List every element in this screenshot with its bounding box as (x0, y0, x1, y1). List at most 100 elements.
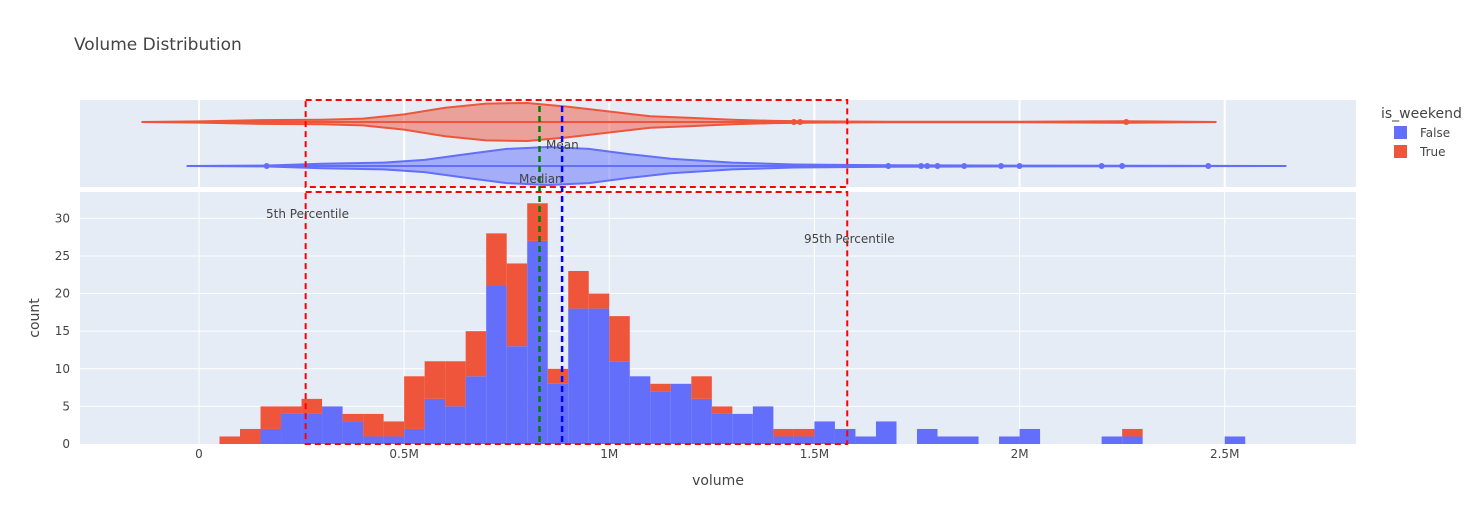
x-tick-label: 2M (1011, 447, 1029, 461)
histogram-plot-background (80, 192, 1356, 444)
legend-title: is_weekend (1381, 106, 1462, 122)
histogram-bar-false[interactable] (834, 428, 856, 444)
histogram-bar-true[interactable] (568, 270, 589, 309)
histogram-bar-true[interactable] (691, 376, 712, 399)
histogram-bar-false[interactable] (958, 436, 979, 444)
histogram-bar-false[interactable] (814, 421, 835, 444)
histogram-bar-false[interactable] (793, 436, 815, 444)
histogram-bar-true[interactable] (260, 406, 282, 429)
x-tick-label: 1.5M (800, 447, 829, 461)
histogram-bar-true[interactable] (342, 413, 364, 422)
histogram-bar-true[interactable] (486, 233, 507, 287)
histogram-bar-false[interactable] (670, 383, 692, 444)
histogram-bar-true[interactable] (773, 428, 794, 437)
violin-outlier-point[interactable] (263, 163, 270, 169)
histogram-bar-false[interactable] (609, 361, 630, 444)
histogram-bar-false[interactable] (568, 308, 589, 444)
histogram-bar-false[interactable] (404, 428, 425, 444)
y-tick-label: 15 (55, 324, 70, 338)
histogram-bar-false[interactable] (445, 406, 466, 444)
histogram-bar-false[interactable] (732, 413, 753, 444)
x-tick-label: 0.5M (389, 447, 418, 461)
y-tick-label: 10 (55, 362, 70, 376)
violin-outlier-point[interactable] (998, 163, 1005, 169)
histogram-bar-false[interactable] (1224, 436, 1246, 444)
legend-label-false[interactable]: False (1420, 126, 1450, 140)
histogram-bar-false[interactable] (875, 421, 897, 444)
histogram-bar-false[interactable] (547, 383, 569, 444)
y-tick-label: 0 (62, 437, 70, 451)
histogram-bar-false[interactable] (260, 428, 282, 444)
histogram-bar-false[interactable] (486, 286, 507, 444)
violin-outlier-point[interactable] (934, 163, 941, 169)
histogram-bar-true[interactable] (506, 263, 528, 347)
violin-outlier-point[interactable] (885, 163, 892, 169)
histogram-bar-false[interactable] (1101, 436, 1123, 444)
histogram-bar-false[interactable] (855, 436, 876, 444)
histogram-bar-false[interactable] (1122, 436, 1143, 444)
histogram-bar-true[interactable] (588, 293, 610, 309)
histogram-bar-true[interactable] (281, 406, 302, 414)
histogram-bar-true[interactable] (793, 428, 815, 437)
histogram-bar-false[interactable] (527, 240, 548, 444)
violin-outlier-point[interactable] (1119, 163, 1126, 169)
x-tick-label: 2.5M (1210, 447, 1239, 461)
percentile-band-marginal (304, 99, 849, 188)
histogram-bar-false[interactable] (301, 413, 323, 444)
violin-outlier-point[interactable] (1098, 163, 1105, 169)
histogram-bar-false[interactable] (1019, 428, 1041, 444)
violin-outlier-point[interactable] (1123, 119, 1130, 125)
violin-outlier-point[interactable] (1205, 163, 1212, 169)
histogram-bar-false[interactable] (999, 436, 1020, 444)
violin-outlier-point[interactable] (790, 119, 797, 125)
histogram-bar-false[interactable] (424, 398, 446, 444)
histogram-bar-false[interactable] (773, 436, 794, 444)
reference-shape-layer (80, 99, 1356, 445)
histogram-bar-true[interactable] (301, 398, 323, 414)
legend-swatch-false[interactable] (1394, 126, 1407, 139)
histogram-bar-true[interactable] (465, 331, 487, 377)
legend-label-true[interactable]: True (1419, 145, 1446, 159)
legend-swatch-true[interactable] (1394, 145, 1407, 158)
histogram-bar-false[interactable] (691, 398, 712, 444)
violin-outlier-point[interactable] (961, 163, 968, 169)
histogram-bar-true[interactable] (219, 436, 241, 444)
p5-annotation: 5th Percentile (266, 207, 349, 221)
violin-outlier-point[interactable] (1016, 163, 1023, 169)
violin-outlier-point[interactable] (924, 163, 931, 169)
violin-layer (141, 101, 1287, 187)
violin-outlier-point[interactable] (918, 163, 925, 169)
histogram-bar-false[interactable] (281, 413, 302, 444)
histogram-bar-true[interactable] (240, 428, 261, 444)
histogram-bar-true[interactable] (650, 383, 671, 392)
histogram-bar-true[interactable] (383, 421, 405, 437)
violin-outlier-point[interactable] (797, 119, 804, 125)
histogram-bar-false[interactable] (363, 436, 384, 444)
histogram-bar-true[interactable] (547, 368, 569, 384)
histogram-bar-true[interactable] (1122, 428, 1143, 437)
histogram-bar-true[interactable] (609, 316, 630, 362)
histogram-bar-false[interactable] (752, 406, 774, 444)
histogram-bar-true[interactable] (404, 376, 425, 429)
histogram-bar-true[interactable] (363, 413, 384, 437)
y-tick-label: 20 (55, 287, 70, 301)
histogram-bar-false[interactable] (506, 346, 528, 444)
y-tick-label: 30 (55, 211, 70, 225)
histogram-bar-false[interactable] (650, 391, 671, 444)
histogram-bar-false[interactable] (629, 376, 651, 444)
histogram-bar-false[interactable] (322, 406, 343, 444)
y-tick-label: 5 (62, 399, 70, 413)
histogram-bar-true[interactable] (711, 406, 733, 414)
histogram-bar-true[interactable] (527, 203, 548, 241)
histogram-bar-false[interactable] (711, 413, 733, 444)
x-axis-title: volume (692, 473, 744, 489)
histogram-bar-false[interactable] (383, 436, 405, 444)
histogram-bar-true[interactable] (445, 361, 466, 407)
histogram-bar-true[interactable] (424, 361, 446, 399)
histogram-bar-false[interactable] (342, 421, 364, 444)
histogram-bar-false[interactable] (916, 428, 938, 444)
histogram-bar-false[interactable] (937, 436, 959, 444)
histogram-bar-false[interactable] (465, 376, 487, 444)
histogram-bar-false[interactable] (588, 308, 610, 444)
